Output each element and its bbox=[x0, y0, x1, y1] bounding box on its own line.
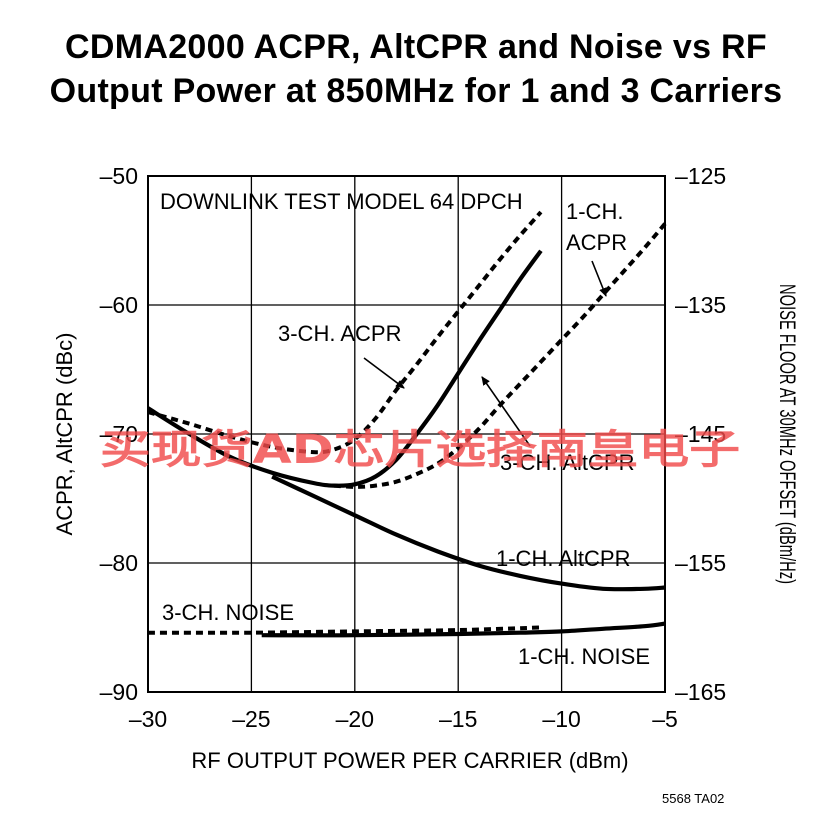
arrow-3ch-altcpr bbox=[481, 376, 531, 447]
label-1ch-noise: 1-CH. NOISE bbox=[518, 644, 650, 669]
test-model-label: DOWNLINK TEST MODEL 64 DPCH bbox=[160, 189, 523, 214]
grid-layer bbox=[148, 176, 665, 692]
y-right-tick-label: –155 bbox=[675, 550, 726, 576]
label-3ch-acpr: 3-CH. ACPR bbox=[278, 321, 401, 346]
x-tick-label: –25 bbox=[232, 706, 270, 732]
x-axis-label: RF OUTPUT POWER PER CARRIER (dBm) bbox=[191, 748, 628, 773]
x-tick-label: –30 bbox=[129, 706, 167, 732]
tick-label-layer: –30 –25 –20 –15 –10 –5 –50 –60 –70 –80 –90 –125 –135… bbox=[100, 163, 727, 732]
arrow-1ch-acpr bbox=[591, 260, 607, 297]
series-line-1-ch-noise bbox=[261, 621, 666, 638]
y-left-tick-label: –80 bbox=[100, 550, 138, 576]
y-left-tick-label: –50 bbox=[100, 163, 138, 189]
y-left-tick-label: –70 bbox=[100, 421, 138, 447]
x-tick-label: –5 bbox=[652, 706, 678, 732]
label-1ch-acpr-line2: ACPR bbox=[566, 230, 627, 255]
x-tick-label: –15 bbox=[439, 706, 477, 732]
watermark: 买现货AD芯片选择南皇电子 bbox=[100, 427, 740, 473]
figure-code: 5568 TA02 bbox=[662, 791, 724, 806]
y-right-tick-label: –165 bbox=[675, 679, 726, 705]
y-left-tick-label: –60 bbox=[100, 292, 138, 318]
series-line-1-ch-altcpr bbox=[271, 474, 666, 592]
arrow-3ch-acpr bbox=[363, 357, 405, 389]
y-right-tick-label: –125 bbox=[675, 163, 726, 189]
series-line-1-ch-acpr bbox=[333, 222, 667, 489]
series-line-3-ch-altcpr bbox=[146, 249, 543, 488]
y-axis-label-left: ACPR, AltCPR (dBc) bbox=[52, 333, 77, 536]
series-line-3-ch-noise bbox=[147, 625, 541, 635]
plot-frame bbox=[147, 175, 666, 693]
x-tick-label: –20 bbox=[336, 706, 374, 732]
label-1ch-acpr-line1: 1-CH. bbox=[566, 199, 623, 224]
label-1ch-altcpr: 1-CH. AltCPR bbox=[496, 546, 630, 571]
chart-title-line-1: CDMA2000 ACPR, AltCPR and Noise vs RF bbox=[65, 28, 767, 66]
label-3ch-altcpr: 3-CH. AltCPR bbox=[500, 450, 634, 475]
label-3ch-noise: 3-CH. NOISE bbox=[162, 600, 294, 625]
y-axis-label-right-line1: NOISE FLOOR AT 30MHz OFFSET (dBm/Hz) bbox=[775, 284, 800, 584]
series-layer bbox=[146, 210, 667, 638]
y-right-tick-label: –135 bbox=[675, 292, 726, 318]
chart-title-line-2: Output Power at 850MHz for 1 and 3 Carri… bbox=[49, 72, 783, 110]
x-tick-label: –10 bbox=[542, 706, 580, 732]
y-left-tick-label: –90 bbox=[100, 679, 138, 705]
y-right-tick-label: –145 bbox=[675, 421, 726, 447]
